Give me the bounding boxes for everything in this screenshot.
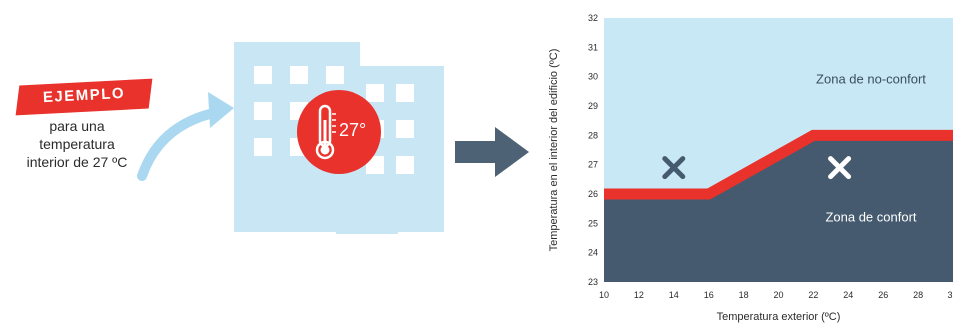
x-mark-icon: [828, 156, 852, 180]
x-axis-ticks: 10 12 14 16 18 20 22 24 26 28 3: [599, 290, 953, 300]
x-mark-icon: [662, 156, 686, 180]
markers: [662, 156, 852, 180]
right-arrow-icon: [455, 127, 529, 177]
x-tick-label: 18: [739, 290, 749, 300]
y-tick-label: 32: [588, 13, 598, 23]
x-tick-label: 10: [599, 290, 609, 300]
y-axis-title: Temperatura en el interior del edificio …: [548, 49, 560, 252]
y-tick-label: 29: [588, 101, 598, 111]
x-mark-stroke: [662, 156, 686, 180]
comfort-threshold-line: [604, 129, 953, 200]
thermometer-icon: [297, 90, 381, 174]
x-tick-label: 12: [634, 290, 644, 300]
comfort-zone-area: [604, 135, 953, 282]
comfort-zone-label: Zona de confort: [825, 209, 916, 224]
x-mark-stroke: [828, 156, 852, 180]
thermometer-value: 27°: [339, 120, 367, 140]
x-tick-label: 16: [704, 290, 714, 300]
x-tick-label: 24: [843, 290, 853, 300]
caption-line: para una: [49, 118, 105, 134]
y-tick-label: 23: [588, 277, 598, 287]
x-tick-label: 22: [808, 290, 818, 300]
y-tick-label: 24: [588, 248, 598, 258]
x-tick-label: 28: [913, 290, 923, 300]
caption-line: temperatura: [39, 136, 115, 152]
building-illustration: [137, 42, 444, 234]
no-comfort-zone-label: Zona de no-confort: [816, 72, 926, 87]
example-caption: para una temperatura interior de 27 ºC: [14, 117, 140, 171]
y-tick-label: 25: [588, 218, 598, 228]
curved-arrow-icon: [137, 92, 234, 181]
y-tick-label: 27: [588, 160, 598, 170]
y-axis-ticks: 23 24 25 26 27 28 29 30 31 32: [588, 13, 598, 287]
x-tick-label: 3: [947, 290, 952, 300]
caption-line: interior de 27 ºC: [26, 154, 128, 170]
x-tick-label: 26: [878, 290, 888, 300]
y-tick-label: 30: [588, 72, 598, 82]
x-tick-label: 14: [669, 290, 679, 300]
x-axis-title: Temperatura exterior (ºC): [717, 311, 841, 323]
x-tick-label: 20: [773, 290, 783, 300]
y-tick-label: 28: [588, 130, 598, 140]
y-tick-label: 31: [588, 42, 598, 52]
y-tick-label: 26: [588, 189, 598, 199]
